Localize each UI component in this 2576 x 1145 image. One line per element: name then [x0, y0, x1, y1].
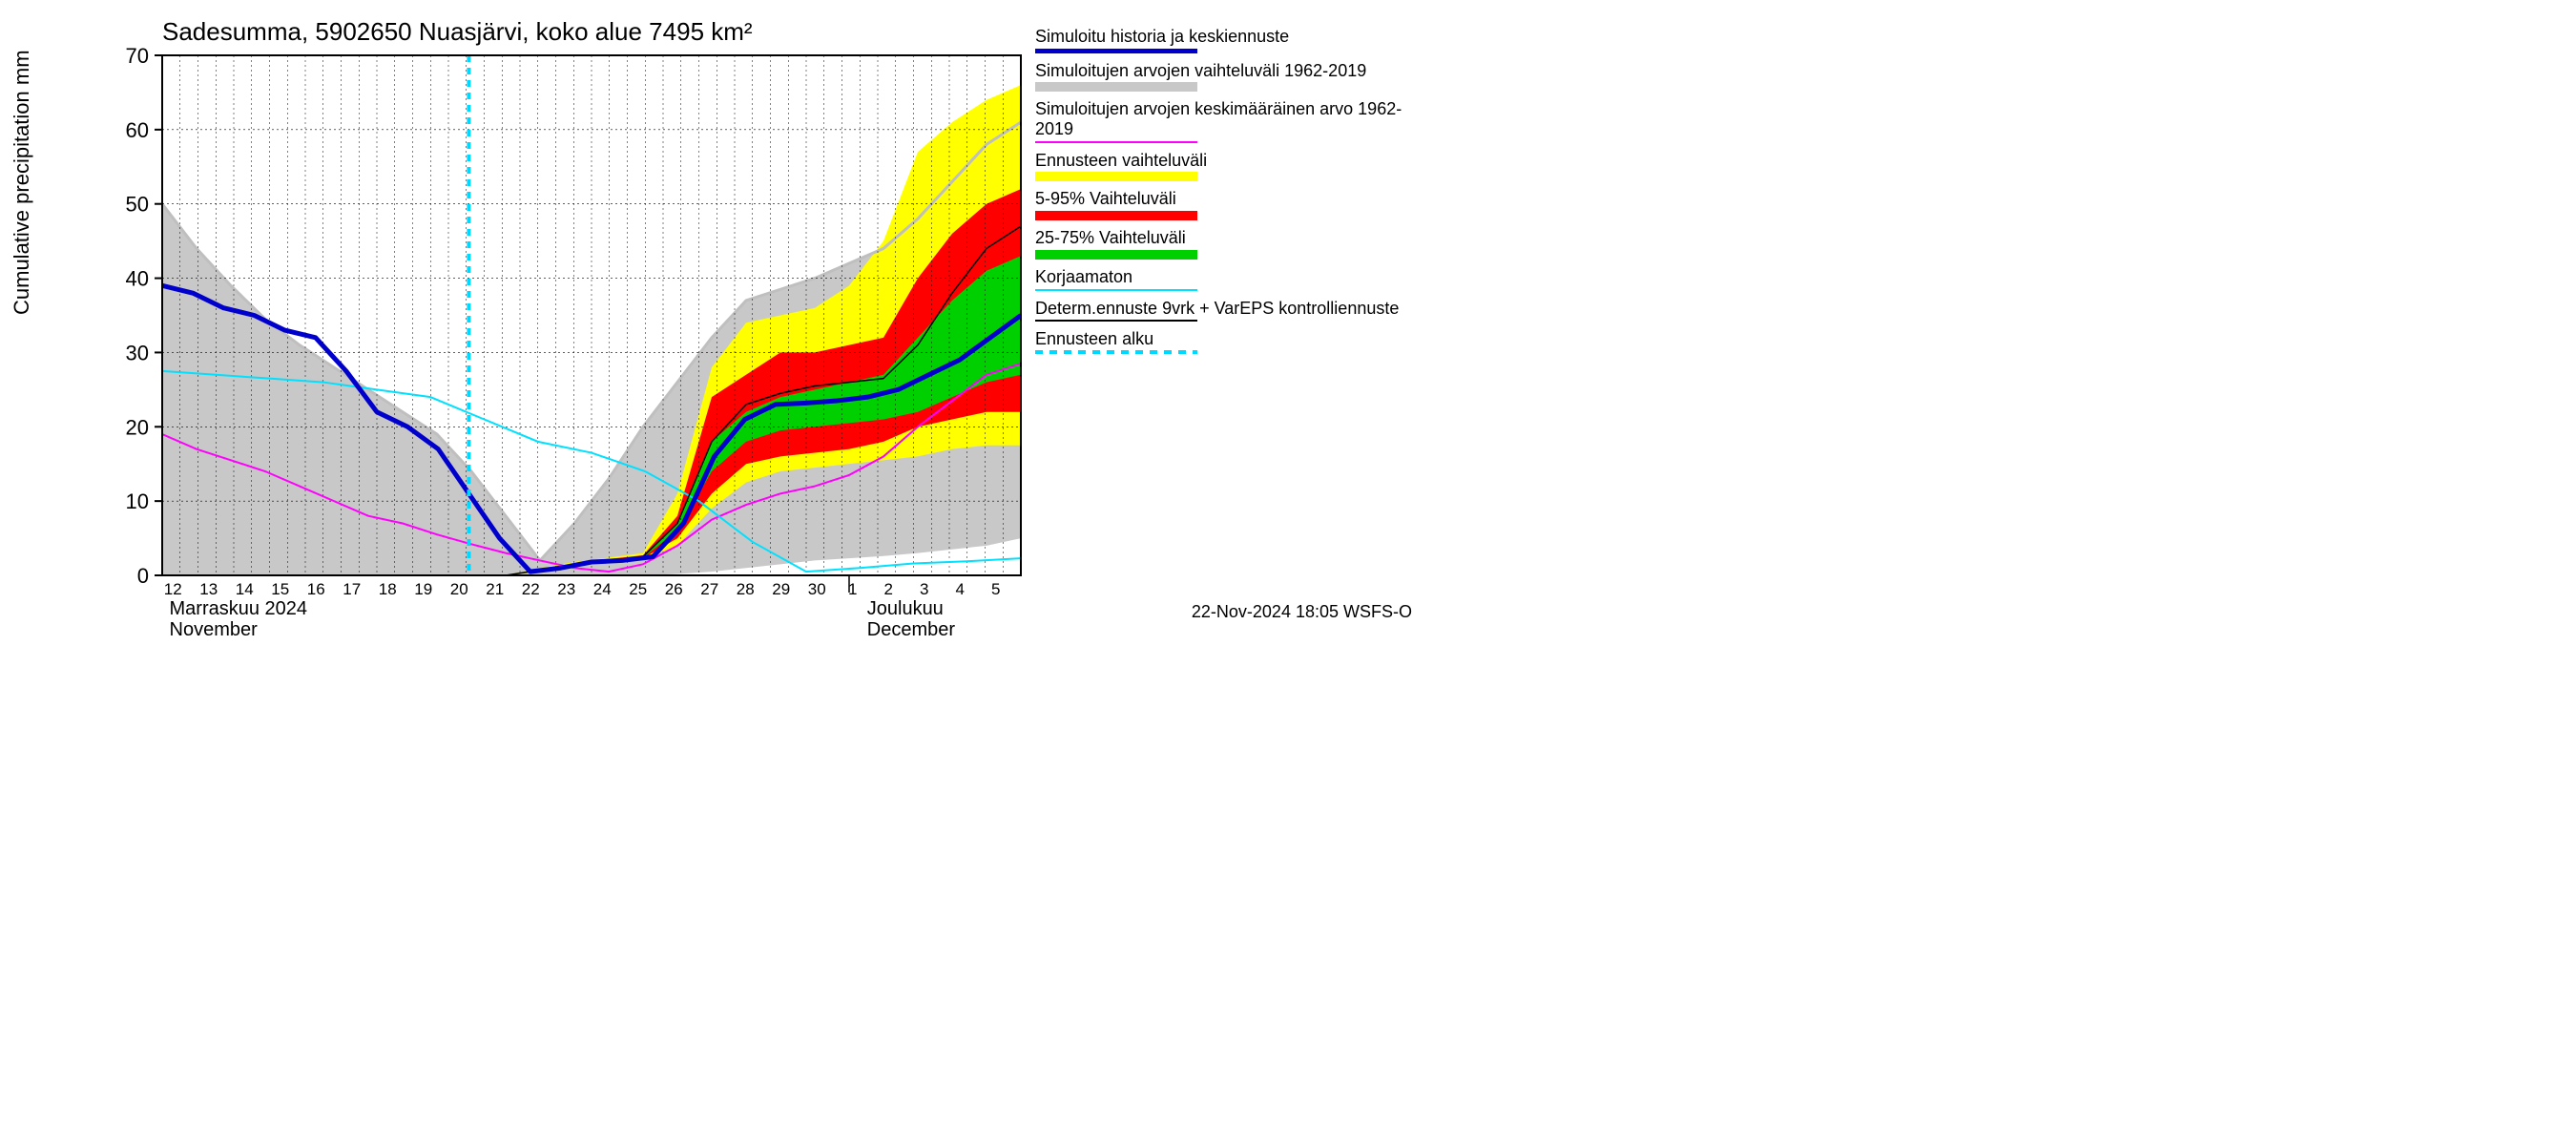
legend-swatch	[1035, 320, 1197, 322]
svg-text:15: 15	[271, 580, 289, 598]
svg-text:26: 26	[665, 580, 683, 598]
svg-text:22: 22	[522, 580, 540, 598]
legend-swatch	[1035, 141, 1197, 143]
svg-text:40: 40	[126, 267, 149, 291]
y-axis-label: Cumulative precipitation mm	[10, 50, 34, 315]
svg-text:50: 50	[126, 193, 149, 217]
svg-text:3: 3	[920, 580, 928, 598]
legend-item: Ennusteen alku	[1035, 329, 1417, 355]
chart-container: Cumulative precipitation mm Sadesumma, 5…	[0, 0, 1431, 639]
svg-text:20: 20	[450, 580, 468, 598]
svg-text:14: 14	[236, 580, 254, 598]
legend-swatch	[1035, 350, 1197, 354]
svg-text:1: 1	[848, 580, 857, 598]
legend-label: 25-75% Vaihteluväli	[1035, 228, 1417, 248]
svg-text:0: 0	[137, 564, 149, 588]
svg-text:28: 28	[737, 580, 755, 598]
svg-text:20: 20	[126, 415, 149, 439]
svg-text:13: 13	[199, 580, 218, 598]
svg-text:2: 2	[884, 580, 893, 598]
legend-swatch	[1035, 289, 1197, 291]
svg-text:29: 29	[772, 580, 790, 598]
legend-label: Ennusteen vaihteluväli	[1035, 151, 1417, 171]
legend-item: 25-75% Vaihteluväli	[1035, 228, 1417, 260]
chart-title: Sadesumma, 5902650 Nuasjärvi, koko alue …	[162, 17, 753, 47]
legend-swatch	[1035, 172, 1197, 181]
svg-text:70: 70	[126, 44, 149, 68]
legend-swatch	[1035, 250, 1197, 260]
legend-swatch	[1035, 211, 1197, 220]
legend-label: 5-95% Vaihteluväli	[1035, 189, 1417, 209]
svg-text:16: 16	[307, 580, 325, 598]
svg-text:21: 21	[486, 580, 504, 598]
legend-swatch	[1035, 82, 1197, 92]
svg-text:12: 12	[164, 580, 182, 598]
month-label: JoulukuuDecember	[867, 598, 955, 640]
legend: Simuloitu historia ja keskiennuste Simulo…	[1035, 27, 1417, 362]
chart-timestamp: 22-Nov-2024 18:05 WSFS-O	[1192, 602, 1412, 622]
svg-text:4: 4	[956, 580, 965, 598]
legend-label: Simuloitujen arvojen vaihteluväli 1962-2…	[1035, 61, 1417, 81]
legend-item: 5-95% Vaihteluväli	[1035, 189, 1417, 220]
svg-text:23: 23	[557, 580, 575, 598]
legend-item: Ennusteen vaihteluväli	[1035, 151, 1417, 182]
svg-text:27: 27	[700, 580, 718, 598]
svg-text:30: 30	[126, 341, 149, 364]
legend-swatch	[1035, 49, 1197, 53]
legend-item: Korjaamaton	[1035, 267, 1417, 291]
legend-label: Determ.ennuste 9vrk + VarEPS kontrollien…	[1035, 299, 1417, 319]
legend-item: Simuloitu historia ja keskiennuste	[1035, 27, 1417, 53]
svg-text:17: 17	[343, 580, 361, 598]
svg-text:25: 25	[629, 580, 647, 598]
legend-label: Simuloitujen arvojen keskimääräinen arvo…	[1035, 99, 1417, 138]
svg-text:60: 60	[126, 118, 149, 142]
svg-text:30: 30	[808, 580, 826, 598]
legend-label: Korjaamaton	[1035, 267, 1417, 287]
legend-label: Ennusteen alku	[1035, 329, 1417, 349]
svg-text:24: 24	[593, 580, 612, 598]
svg-text:18: 18	[379, 580, 397, 598]
svg-text:10: 10	[126, 489, 149, 513]
svg-text:19: 19	[414, 580, 432, 598]
legend-label: Simuloitu historia ja keskiennuste	[1035, 27, 1417, 47]
svg-text:5: 5	[991, 580, 1000, 598]
legend-item: Simuloitujen arvojen keskimääräinen arvo…	[1035, 99, 1417, 142]
legend-item: Determ.ennuste 9vrk + VarEPS kontrollien…	[1035, 299, 1417, 322]
month-label: Marraskuu 2024November	[170, 598, 308, 640]
legend-item: Simuloitujen arvojen vaihteluväli 1962-2…	[1035, 61, 1417, 93]
